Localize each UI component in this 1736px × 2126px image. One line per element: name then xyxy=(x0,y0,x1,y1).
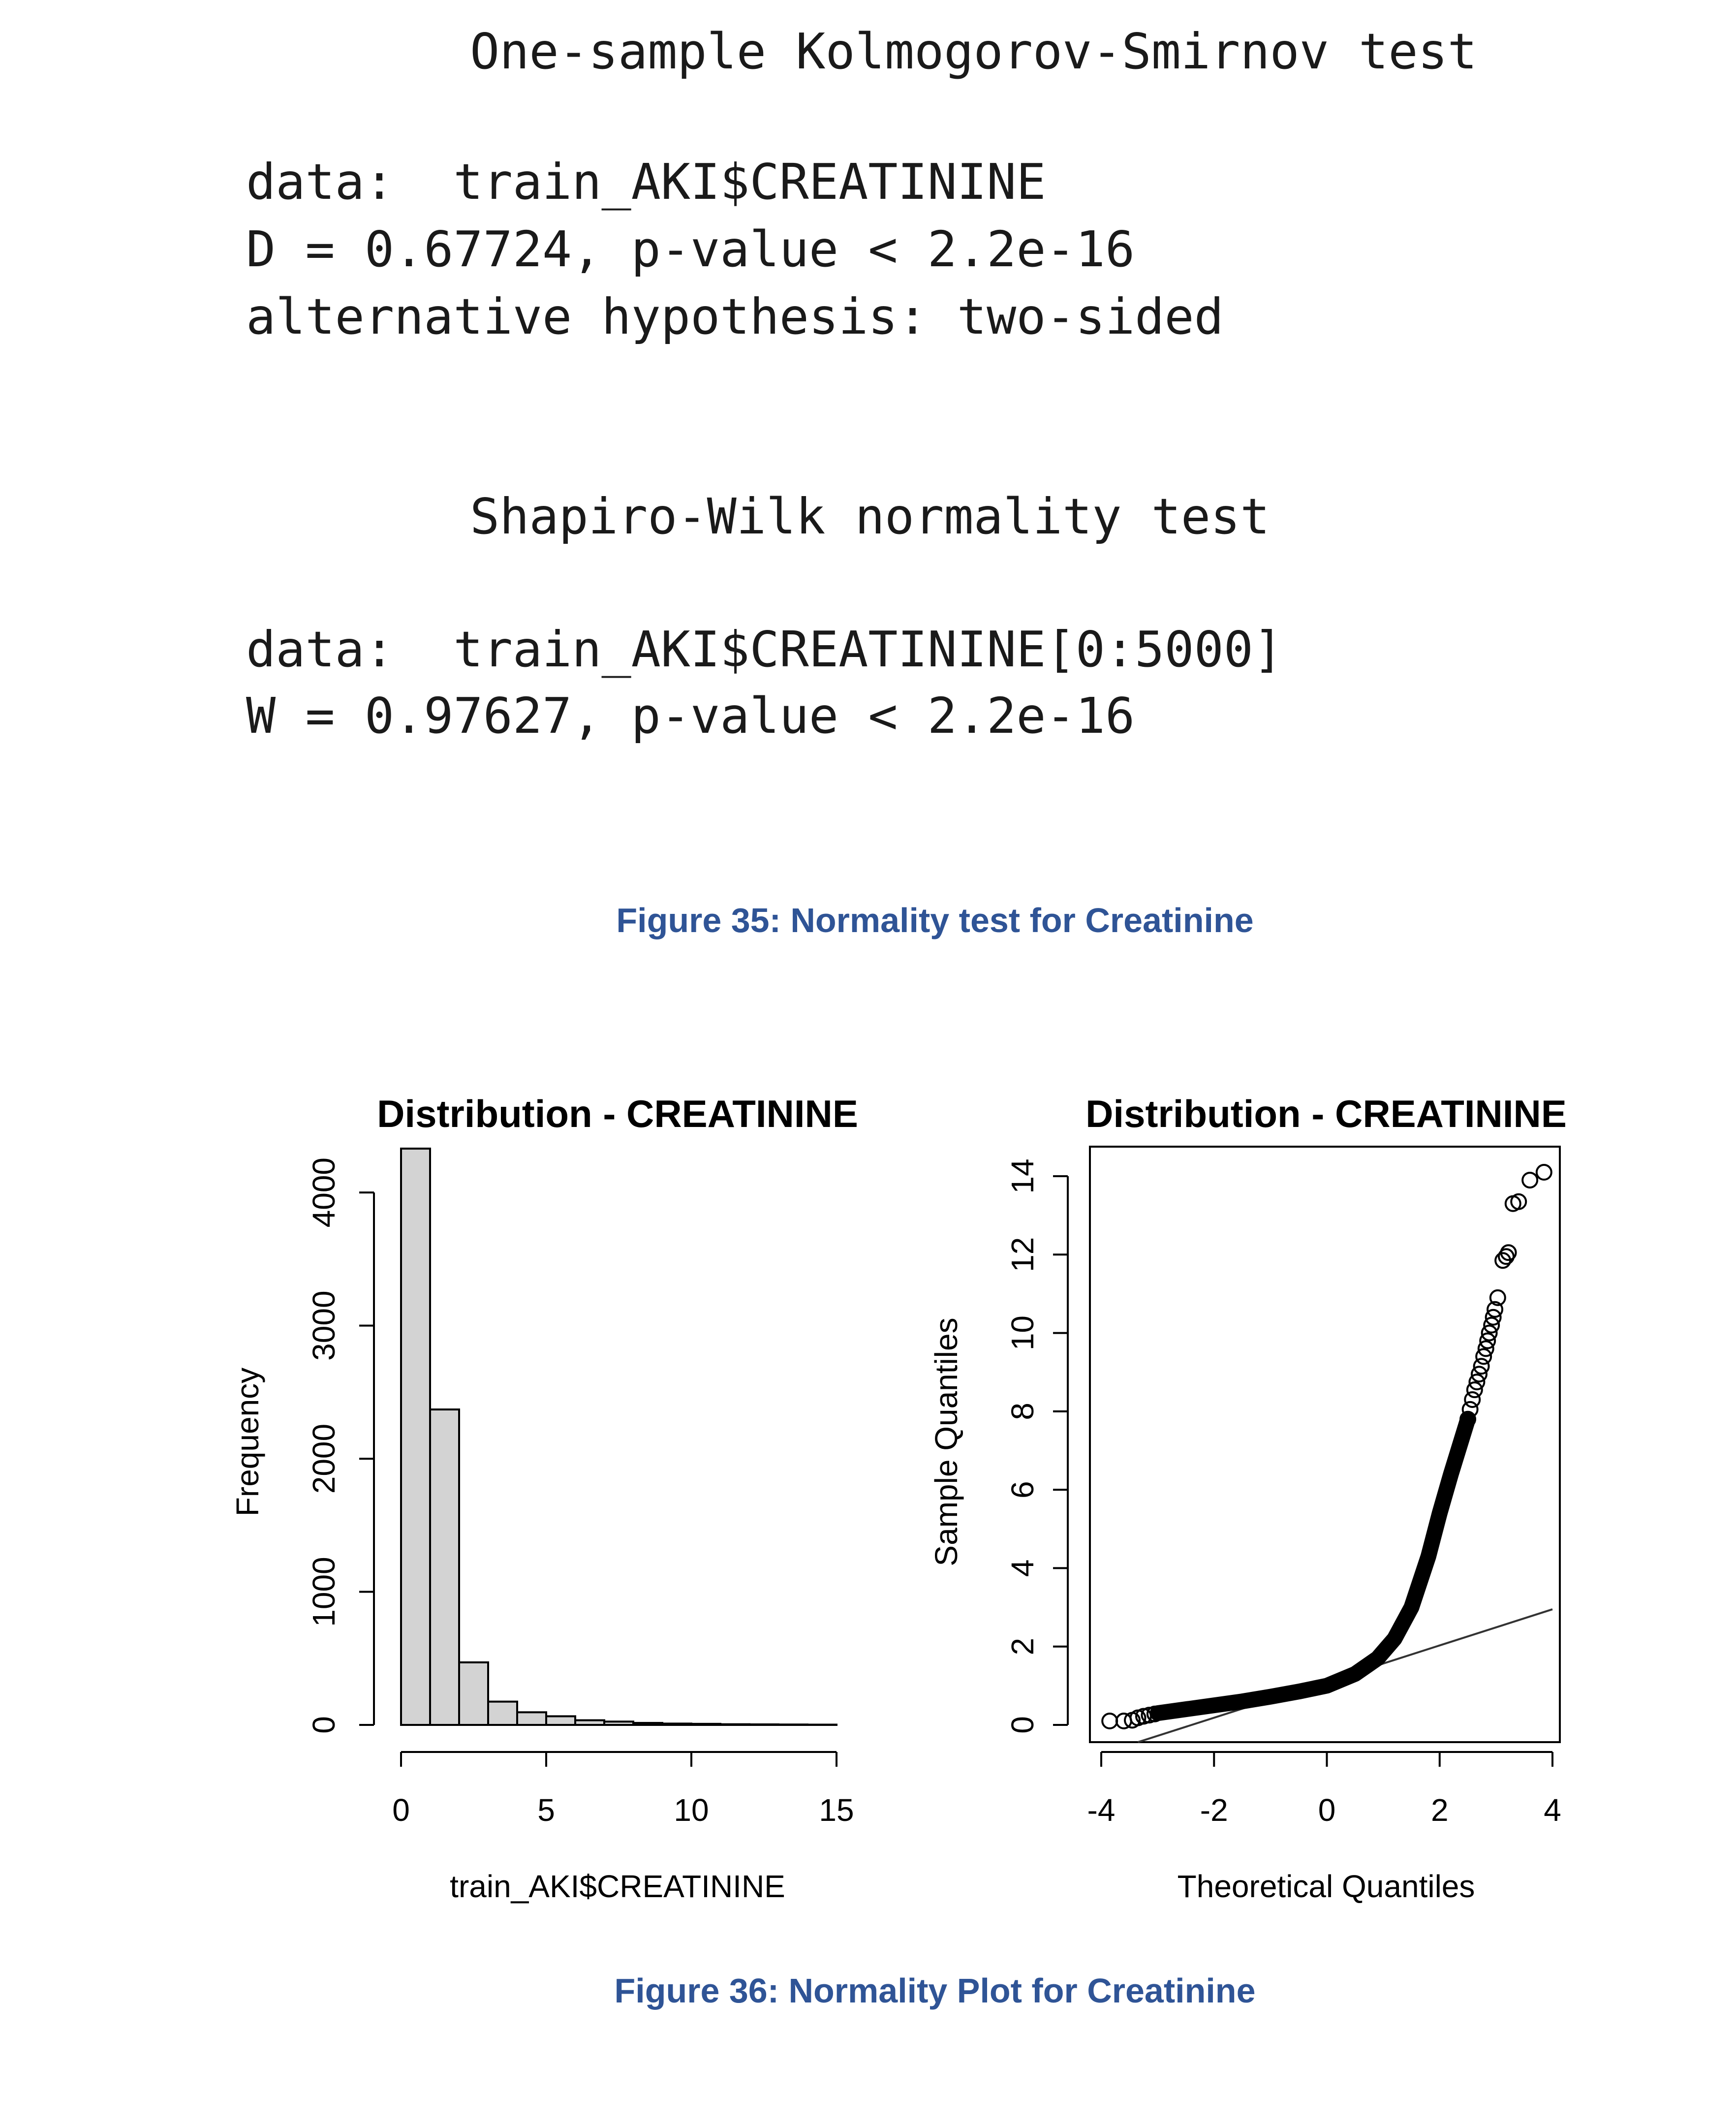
qq-point xyxy=(1464,1391,1481,1408)
histogram-bar xyxy=(603,1720,634,1726)
histogram-bar xyxy=(748,1723,779,1726)
qq-point-band xyxy=(1149,1411,1476,1721)
histogram-bar xyxy=(545,1715,576,1726)
qq-y-label: Sample Quantiles xyxy=(929,1317,964,1566)
histogram-bar xyxy=(516,1711,547,1726)
histogram-bar xyxy=(487,1700,518,1726)
qq-point xyxy=(1489,1289,1506,1306)
ks-stat-line: D = 0.67724, p-value < 2.2e-16 xyxy=(246,220,1135,278)
sw-test-title: Shapiro-Wilk normality test xyxy=(470,488,1270,545)
qq-x-tick-label: -4 xyxy=(1087,1792,1116,1828)
qq-title: Distribution - CREATININE xyxy=(1085,1092,1567,1135)
histogram-bar xyxy=(661,1722,692,1726)
qq-point xyxy=(1504,1195,1521,1212)
qq-y-tick-label: 10 xyxy=(1005,1315,1040,1350)
histogram-bar xyxy=(719,1723,750,1726)
histogram-bar xyxy=(690,1722,721,1726)
qq-point xyxy=(1101,1713,1118,1730)
qq-point xyxy=(1461,1401,1479,1418)
histogram-bar xyxy=(777,1723,808,1726)
qq-point xyxy=(1477,1340,1494,1357)
qq-point xyxy=(1481,1324,1498,1342)
qq-point xyxy=(1487,1301,1504,1318)
histogram-bar xyxy=(806,1723,837,1726)
figure-36-caption: Figure 36: Normality Plot for Creatinine xyxy=(614,1971,1256,2010)
histogram-bar xyxy=(458,1661,489,1726)
qq-point xyxy=(1535,1164,1552,1181)
qq-point xyxy=(1498,1248,1515,1265)
qq-x-label: Theoretical Quantiles xyxy=(1178,1869,1475,1904)
qq-y-tick-label: 4 xyxy=(1005,1560,1040,1577)
qq-point xyxy=(1135,1708,1152,1725)
histogram-bar xyxy=(574,1719,605,1726)
qq-point xyxy=(1521,1171,1539,1188)
histogram-bar xyxy=(632,1721,663,1726)
histogram-x-tick-label: 15 xyxy=(819,1792,854,1828)
histogram-x-tick-label: 0 xyxy=(392,1792,410,1828)
histogram-y-tick-label: 1000 xyxy=(306,1557,341,1626)
histogram-y-label: Frequency xyxy=(230,1368,265,1516)
qq-x-tick-label: -2 xyxy=(1200,1792,1228,1828)
qq-y-tick-label: 8 xyxy=(1005,1403,1040,1420)
qq-point xyxy=(1468,1374,1486,1391)
qq-point xyxy=(1475,1348,1492,1365)
ks-alt-line: alternative hypothesis: two-sided xyxy=(246,288,1224,345)
histogram-bar xyxy=(400,1147,431,1726)
histogram-title: Distribution - CREATININE xyxy=(377,1092,858,1135)
qq-point xyxy=(1459,1410,1477,1428)
histogram-y-tick-label: 3000 xyxy=(306,1290,341,1360)
qq-x-tick-label: 2 xyxy=(1431,1792,1449,1828)
qq-point xyxy=(1470,1366,1488,1383)
sw-stat-line: W = 0.97627, p-value < 2.2e-16 xyxy=(246,687,1135,745)
qq-x-tick-label: 0 xyxy=(1318,1792,1336,1828)
histogram-x-tick-label: 10 xyxy=(674,1792,709,1828)
qq-y-tick-label: 0 xyxy=(1005,1716,1040,1734)
histogram-x-tick-label: 5 xyxy=(537,1792,555,1828)
sw-data-line: data: train_AKI$CREATININE[0:5000] xyxy=(246,621,1283,678)
histogram-y-tick-label: 2000 xyxy=(306,1424,341,1494)
qq-point xyxy=(1479,1332,1496,1349)
histogram-x-label: train_AKI$CREATININE xyxy=(450,1869,785,1904)
qq-point xyxy=(1494,1252,1512,1269)
histogram-y-tick-label: 4000 xyxy=(306,1157,341,1227)
qq-point xyxy=(1485,1309,1502,1326)
ks-data-line: data: train_AKI$CREATININE xyxy=(246,153,1046,211)
qq-y-tick-label: 6 xyxy=(1005,1481,1040,1499)
figure-35-caption: Figure 35: Normality test for Creatinine xyxy=(616,901,1254,939)
qq-y-tick-label: 2 xyxy=(1005,1638,1040,1656)
qq-point xyxy=(1473,1358,1490,1375)
histogram-y-tick-label: 0 xyxy=(306,1716,341,1734)
histogram-bar xyxy=(429,1408,460,1726)
qq-point xyxy=(1466,1381,1483,1399)
qq-plot-box xyxy=(1089,1146,1561,1743)
qq-y-tick-label: 14 xyxy=(1005,1158,1040,1193)
qq-point xyxy=(1141,1707,1158,1724)
qq-y-tick-label: 12 xyxy=(1005,1237,1040,1272)
qq-point xyxy=(1483,1316,1500,1334)
ks-test-title: One-sample Kolmogorov-Smirnov test xyxy=(470,23,1477,80)
qq-x-tick-label: 4 xyxy=(1544,1792,1561,1828)
qq-point xyxy=(1146,1705,1163,1722)
